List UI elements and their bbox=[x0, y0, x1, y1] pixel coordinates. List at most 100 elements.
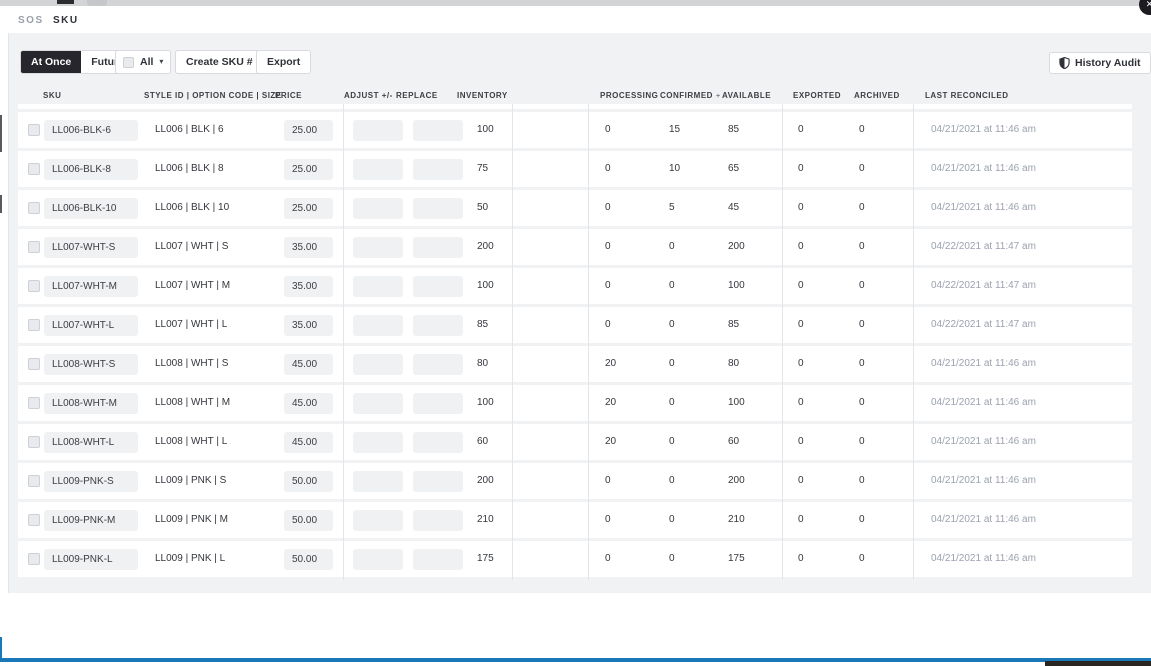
adjust-input[interactable] bbox=[353, 120, 403, 141]
price-input[interactable] bbox=[284, 120, 333, 141]
replace-input[interactable] bbox=[413, 276, 463, 297]
row-checkbox[interactable] bbox=[28, 280, 40, 292]
inventory-value: 85 bbox=[477, 319, 489, 330]
table-row: LL007 | WHT | M 100 0 0 100 0 0 04/22/20… bbox=[18, 268, 1132, 304]
sku-table: LL006 | BLK | 6 100 0 15 85 0 0 04/21/20… bbox=[18, 104, 1132, 580]
price-input[interactable] bbox=[284, 354, 333, 375]
row-checkbox[interactable] bbox=[28, 163, 40, 175]
available-value: 45 bbox=[728, 202, 740, 213]
create-sku-button[interactable]: Create SKU # bbox=[175, 50, 264, 74]
processing-value: 0 bbox=[605, 475, 611, 486]
price-input[interactable] bbox=[284, 432, 333, 453]
adjust-input[interactable] bbox=[353, 432, 403, 453]
price-input[interactable] bbox=[284, 237, 333, 258]
adjust-input[interactable] bbox=[353, 159, 403, 180]
replace-input[interactable] bbox=[413, 237, 463, 258]
archived-value: 0 bbox=[859, 475, 865, 486]
price-input[interactable] bbox=[284, 510, 333, 531]
last-reconciled-value: 04/21/2021 at 11:46 am bbox=[931, 163, 1036, 174]
style-label: LL009 | PNK | M bbox=[155, 514, 229, 525]
adjust-input[interactable] bbox=[353, 354, 403, 375]
sku-input[interactable] bbox=[44, 198, 138, 219]
row-checkbox[interactable] bbox=[28, 553, 40, 565]
adjust-input[interactable] bbox=[353, 549, 403, 570]
column-header-confirmed: CONFIRMED + bbox=[660, 91, 721, 100]
row-checkbox[interactable] bbox=[28, 436, 40, 448]
filter-all-dropdown[interactable]: All ▾ bbox=[115, 50, 172, 74]
price-input[interactable] bbox=[284, 315, 333, 336]
price-input[interactable] bbox=[284, 198, 333, 219]
price-input[interactable] bbox=[284, 471, 333, 492]
adjust-input[interactable] bbox=[353, 276, 403, 297]
sku-input[interactable] bbox=[44, 549, 138, 570]
column-header-inventory: INVENTORY bbox=[457, 91, 508, 100]
replace-input[interactable] bbox=[413, 393, 463, 414]
price-input[interactable] bbox=[284, 276, 333, 297]
adjust-input[interactable] bbox=[353, 315, 403, 336]
adjust-input[interactable] bbox=[353, 198, 403, 219]
sku-input[interactable] bbox=[44, 237, 138, 258]
last-reconciled-value: 04/22/2021 at 11:47 am bbox=[931, 280, 1036, 291]
style-label: LL009 | PNK | S bbox=[155, 475, 227, 486]
replace-input[interactable] bbox=[413, 198, 463, 219]
row-checkbox[interactable] bbox=[28, 397, 40, 409]
price-input[interactable] bbox=[284, 393, 333, 414]
sku-input[interactable] bbox=[44, 432, 138, 453]
sku-input[interactable] bbox=[44, 510, 138, 531]
sku-input[interactable] bbox=[44, 315, 138, 336]
archived-value: 0 bbox=[859, 514, 865, 525]
adjust-input[interactable] bbox=[353, 471, 403, 492]
history-audit-button[interactable]: History Audit bbox=[1049, 52, 1151, 74]
replace-input[interactable] bbox=[413, 315, 463, 336]
adjust-input[interactable] bbox=[353, 393, 403, 414]
last-reconciled-value: 04/22/2021 at 11:47 am bbox=[931, 241, 1036, 252]
column-header-adjust: ADJUST +/- bbox=[344, 91, 393, 100]
exported-value: 0 bbox=[798, 319, 804, 330]
available-value: 175 bbox=[728, 553, 745, 564]
row-checkbox[interactable] bbox=[28, 124, 40, 136]
processing-value: 20 bbox=[605, 358, 617, 369]
footer-bar: Undo All Save bbox=[0, 593, 1151, 659]
replace-input[interactable] bbox=[413, 120, 463, 141]
row-checkbox[interactable] bbox=[28, 514, 40, 526]
export-button[interactable]: Export bbox=[256, 50, 312, 74]
adjust-input[interactable] bbox=[353, 237, 403, 258]
at-once-button[interactable]: At Once bbox=[21, 51, 82, 73]
row-checkbox[interactable] bbox=[28, 319, 40, 331]
sku-input[interactable] bbox=[44, 276, 138, 297]
tab-sku[interactable]: SKU bbox=[53, 15, 79, 26]
close-button[interactable]: ✕ bbox=[1139, 0, 1151, 15]
replace-input[interactable] bbox=[413, 354, 463, 375]
sku-input[interactable] bbox=[44, 471, 138, 492]
sku-input[interactable] bbox=[44, 354, 138, 375]
table-row: LL006 | BLK | 10 50 0 5 45 0 0 04/21/202… bbox=[18, 190, 1132, 226]
style-label: LL009 | PNK | L bbox=[155, 553, 226, 564]
column-header-exported: EXPORTED bbox=[793, 91, 842, 100]
processing-value: 0 bbox=[605, 514, 611, 525]
exported-value: 0 bbox=[798, 163, 804, 174]
row-checkbox[interactable] bbox=[28, 202, 40, 214]
column-divider bbox=[512, 104, 513, 580]
replace-input[interactable] bbox=[413, 510, 463, 531]
column-header-archived: ARCHIVED bbox=[854, 91, 900, 100]
price-input[interactable] bbox=[284, 549, 333, 570]
tab-sos[interactable]: SOS bbox=[18, 15, 44, 26]
table-row: LL007 | WHT | S 200 0 0 200 0 0 04/22/20… bbox=[18, 229, 1132, 265]
replace-input[interactable] bbox=[413, 159, 463, 180]
row-checkbox[interactable] bbox=[28, 241, 40, 253]
exported-value: 0 bbox=[798, 358, 804, 369]
replace-input[interactable] bbox=[413, 432, 463, 453]
sku-input[interactable] bbox=[44, 159, 138, 180]
replace-input[interactable] bbox=[413, 549, 463, 570]
tabs-bar: SOS SKU bbox=[0, 6, 1151, 33]
select-all-checkbox[interactable] bbox=[123, 56, 134, 68]
row-checkbox[interactable] bbox=[28, 475, 40, 487]
sku-input[interactable] bbox=[44, 120, 138, 141]
available-value: 200 bbox=[728, 475, 745, 486]
processing-value: 0 bbox=[605, 553, 611, 564]
replace-input[interactable] bbox=[413, 471, 463, 492]
adjust-input[interactable] bbox=[353, 510, 403, 531]
price-input[interactable] bbox=[284, 159, 333, 180]
sku-input[interactable] bbox=[44, 393, 138, 414]
row-checkbox[interactable] bbox=[28, 358, 40, 370]
